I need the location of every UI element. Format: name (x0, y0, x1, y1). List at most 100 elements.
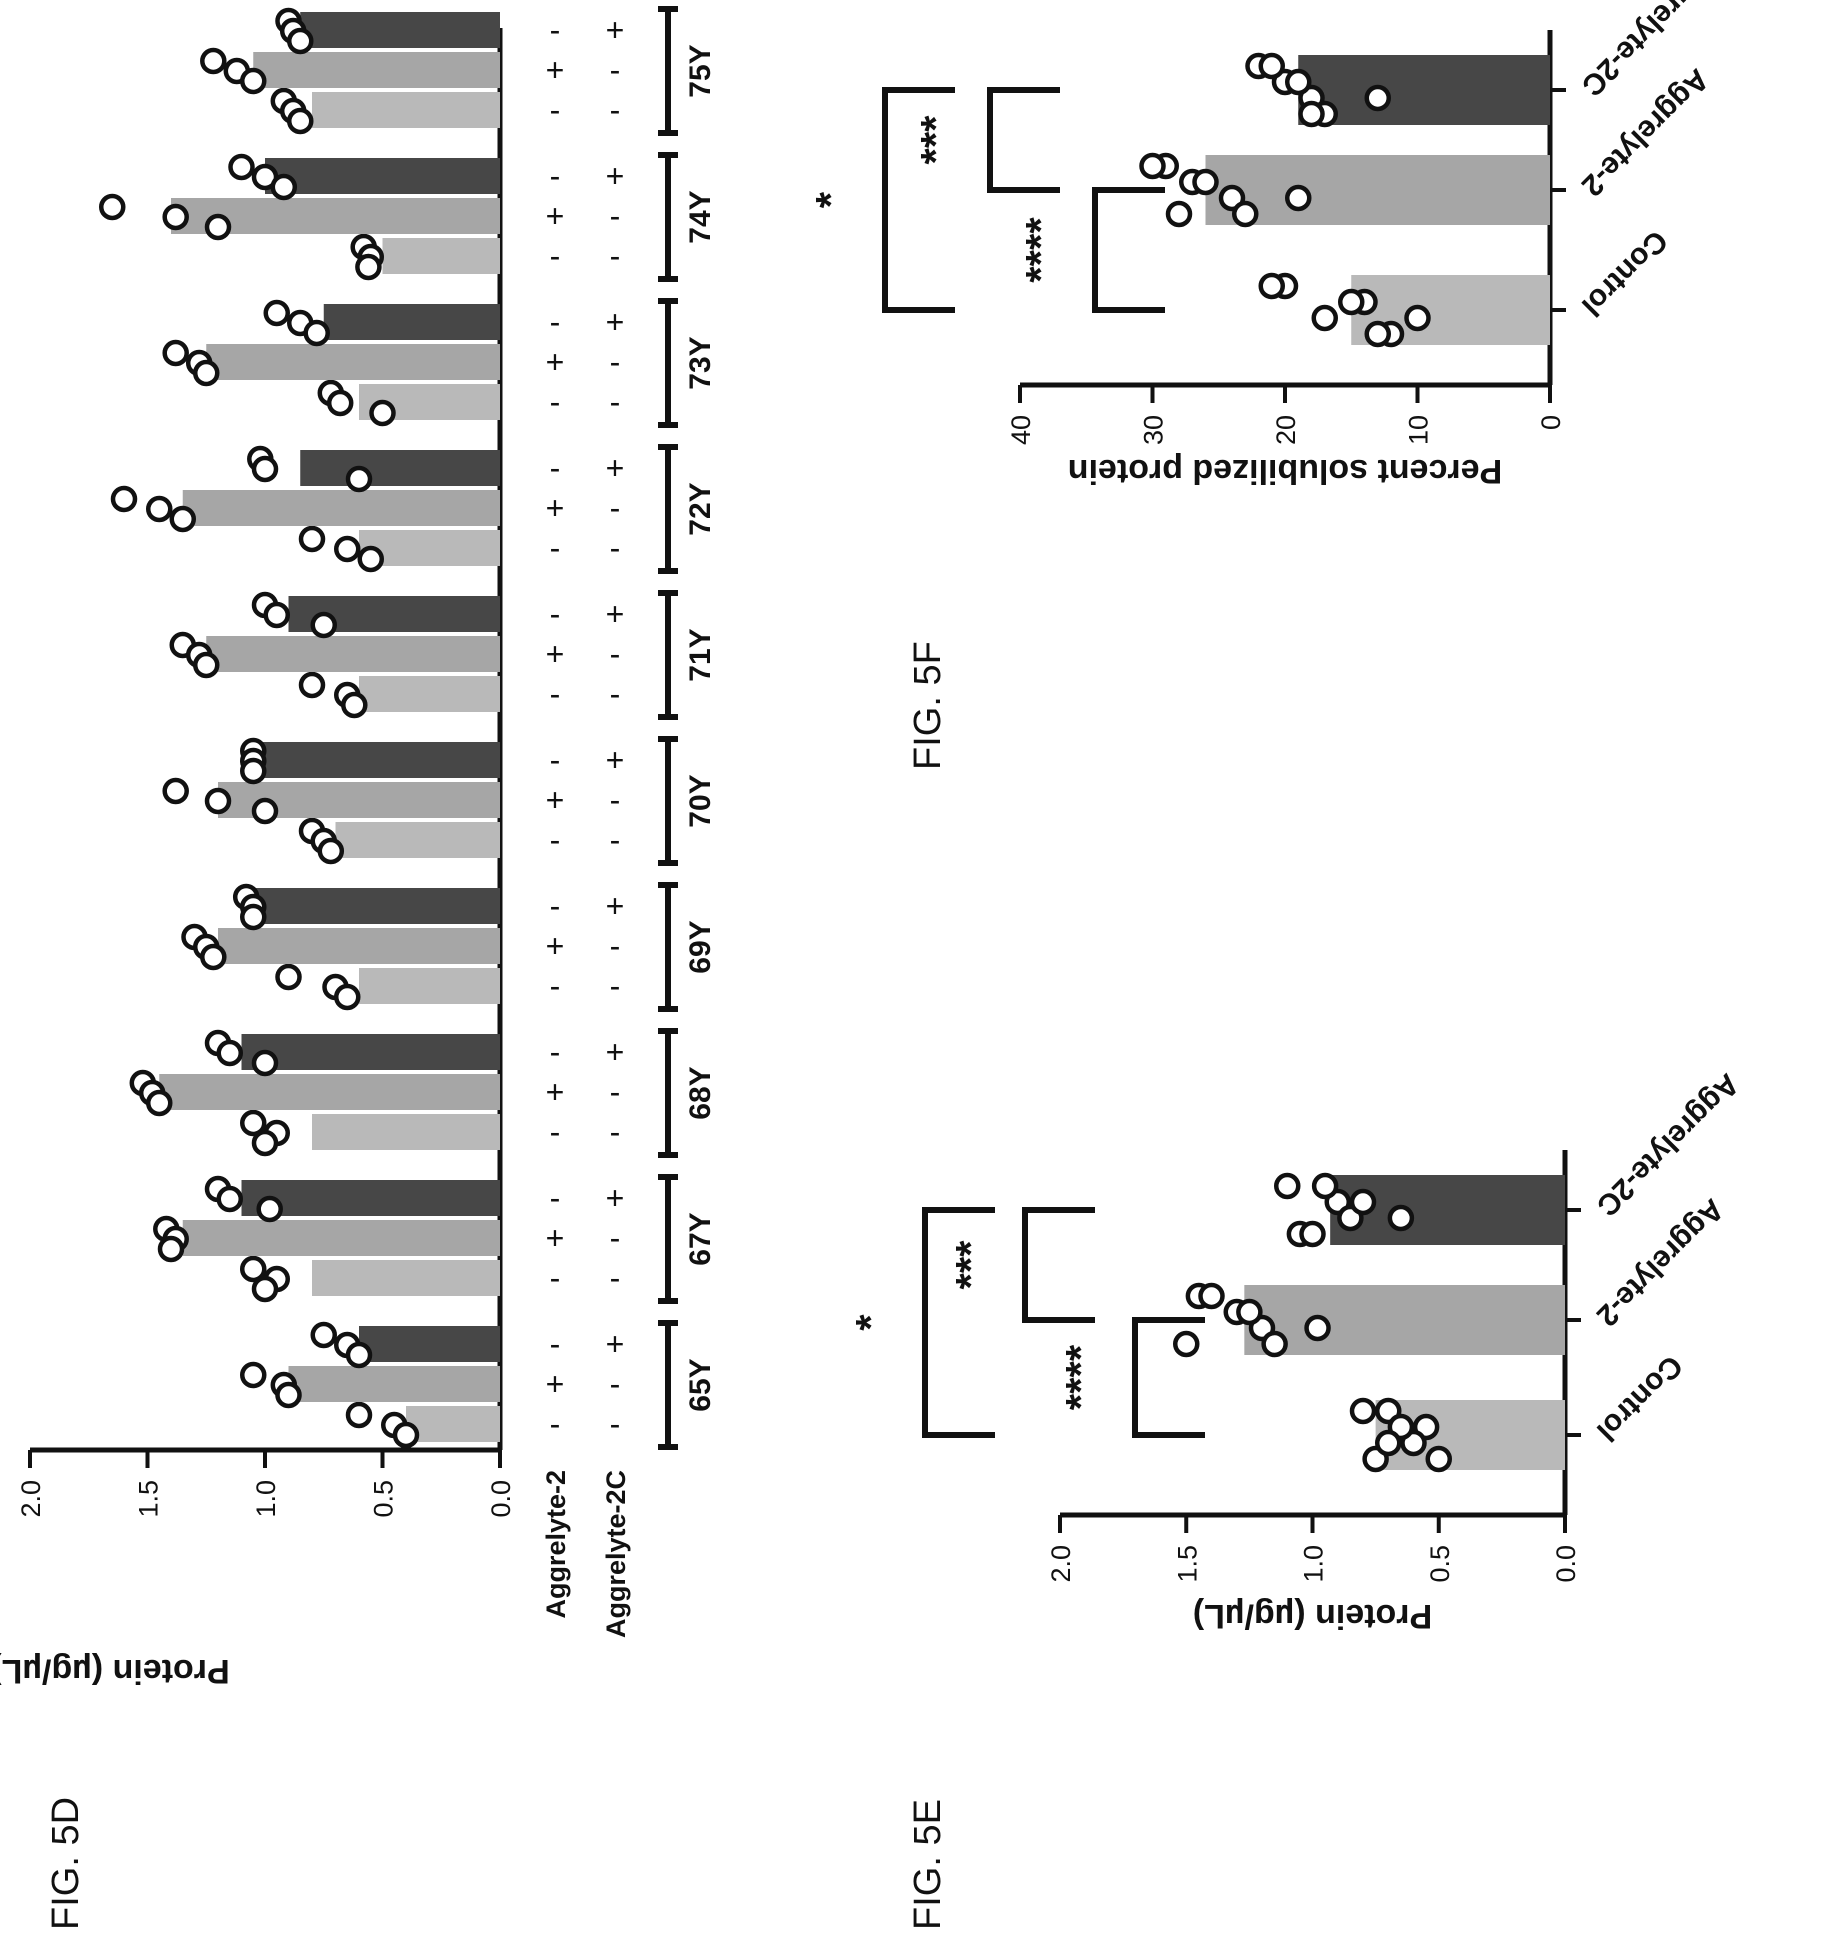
point-73Y-s0-2 (369, 399, 396, 427)
category-label-0: Control (1575, 224, 1674, 323)
sign-73Y-r1-0: - (610, 384, 621, 420)
sign-69Y-r0-2: - (550, 888, 561, 924)
point-75Y-s1-2 (240, 67, 267, 95)
sign-70Y-r0-1: + (546, 782, 565, 818)
sig-label-2: * (847, 1314, 894, 1331)
sign-65Y-r0-2: - (550, 1326, 561, 1362)
sign-69Y-r0-0: - (550, 968, 561, 1004)
sign-70Y-r1-2: + (606, 742, 625, 778)
point-68Y-s0-0 (240, 1109, 267, 1137)
bar-75Y-s1 (253, 52, 500, 88)
point-aggrelyte-2c-5 (1349, 1188, 1377, 1216)
point-72Y-s2-1 (251, 455, 279, 483)
sign-71Y-r0-2: - (550, 596, 561, 632)
sign-65Y-r1-0: - (610, 1406, 621, 1442)
sign-73Y-r1-2: + (606, 304, 625, 340)
group-label-69Y: 69Y (684, 920, 717, 973)
fig-5d-label: FIG. 5D (45, 1797, 87, 1930)
sign-65Y-r0-1: + (546, 1366, 565, 1402)
point-71Y-s0-0 (298, 671, 326, 699)
bar-68Y-s2 (241, 1034, 500, 1070)
bar-68Y-s0 (312, 1114, 500, 1150)
category-label-0: Control (1590, 1349, 1689, 1448)
sign-75Y-r1-0: - (610, 92, 621, 128)
sig-bracket-2 (922, 1207, 995, 1438)
point-73Y-s0-1 (326, 389, 354, 417)
point-74Y-s2-2 (270, 173, 298, 201)
sign-69Y-r1-1: - (610, 928, 621, 964)
value-tick-label-3: 30 (1139, 415, 1169, 445)
value-tick-label-0: 0.0 (1551, 1545, 1581, 1583)
sign-74Y-r1-2: + (606, 158, 625, 194)
value-tick-label-4: 2.0 (1046, 1545, 1076, 1583)
sign-73Y-r0-1: + (546, 344, 565, 380)
group-label-70Y: 70Y (684, 774, 717, 827)
point-aggrelyte-2c-6 (1364, 84, 1391, 112)
sign-71Y-r1-2: + (606, 596, 625, 632)
sign-67Y-r1-0: - (610, 1260, 621, 1296)
treatment-label-0: Aggrelyte-2 (541, 1470, 571, 1619)
point-71Y-s2-2 (310, 611, 337, 639)
bar-71Y-s0 (359, 676, 500, 712)
point-74Y-s2-0 (228, 153, 255, 181)
point-65Y-s2-2 (345, 1341, 373, 1369)
point-70Y-s1-0 (162, 777, 189, 805)
sign-75Y-r0-1: + (546, 52, 565, 88)
bar-67Y-s0 (312, 1260, 500, 1296)
sign-72Y-r1-0: - (610, 530, 621, 566)
point-aggrelyte-2-7 (1165, 200, 1193, 228)
point-control-4 (1258, 272, 1285, 300)
point-74Y-s1-0 (99, 193, 126, 221)
point-69Y-s0-0 (275, 963, 302, 991)
point-67Y-s2-1 (216, 1185, 243, 1213)
sig-label-2: * (807, 191, 854, 208)
point-71Y-s2-1 (263, 601, 290, 629)
point-68Y-s0-2 (251, 1129, 279, 1157)
group-label-67Y: 67Y (684, 1212, 717, 1265)
point-74Y-s0-2 (355, 253, 382, 281)
point-75Y-s2-2 (287, 27, 314, 55)
sign-72Y-r1-2: + (606, 450, 625, 486)
point-65Y-s2-0 (310, 1321, 337, 1349)
fig-5e-label-group: FIG. 5E (907, 1799, 949, 1930)
sign-75Y-r0-2: - (550, 12, 561, 48)
sig-label-0: **** (1017, 217, 1064, 283)
sign-68Y-r1-2: + (606, 1034, 625, 1070)
point-aggrelyte-2-3 (1232, 200, 1259, 228)
sign-70Y-r1-1: - (610, 782, 621, 818)
sign-75Y-r0-0: - (550, 92, 561, 128)
sign-67Y-r1-2: + (606, 1180, 625, 1216)
sign-72Y-r0-2: - (550, 450, 561, 486)
point-65Y-s0-0 (345, 1401, 373, 1429)
point-69Y-s1-2 (200, 943, 227, 971)
sign-67Y-r1-1: - (610, 1220, 621, 1256)
bar-69Y-s0 (359, 968, 500, 1004)
point-72Y-s2-2 (345, 465, 373, 493)
point-73Y-s1-0 (162, 339, 189, 367)
group-label-71Y: 71Y (684, 628, 717, 681)
sign-71Y-r0-0: - (550, 676, 561, 712)
point-72Y-s1-1 (146, 495, 173, 523)
point-68Y-s2-2 (251, 1049, 279, 1077)
bar-73Y-s2 (323, 304, 500, 340)
sign-71Y-r1-0: - (610, 676, 621, 712)
bar-65Y-s1 (288, 1366, 500, 1402)
point-72Y-s1-0 (110, 485, 138, 513)
sign-70Y-r0-2: - (550, 742, 561, 778)
point-70Y-s1-2 (251, 797, 279, 825)
bar-73Y-s1 (206, 344, 500, 380)
point-control-7 (1425, 1445, 1452, 1473)
point-73Y-s2-2 (303, 319, 330, 347)
point-72Y-s0-2 (357, 545, 384, 573)
point-aggrelyte-2c-6 (1387, 1204, 1415, 1232)
sign-72Y-r0-1: + (546, 490, 565, 526)
point-control-6 (1404, 304, 1431, 332)
group-label-73Y: 73Y (684, 336, 717, 389)
point-73Y-s2-0 (263, 299, 290, 327)
y-axis-title: Percent solubilized protein (1068, 452, 1503, 490)
value-tick-label-1: 10 (1404, 415, 1434, 445)
point-65Y-s1-2 (275, 1381, 302, 1409)
bar-65Y-s0 (406, 1406, 500, 1442)
value-tick-label-4: 2.0 (16, 1480, 46, 1518)
value-tick-label-2: 1.0 (1299, 1545, 1329, 1583)
